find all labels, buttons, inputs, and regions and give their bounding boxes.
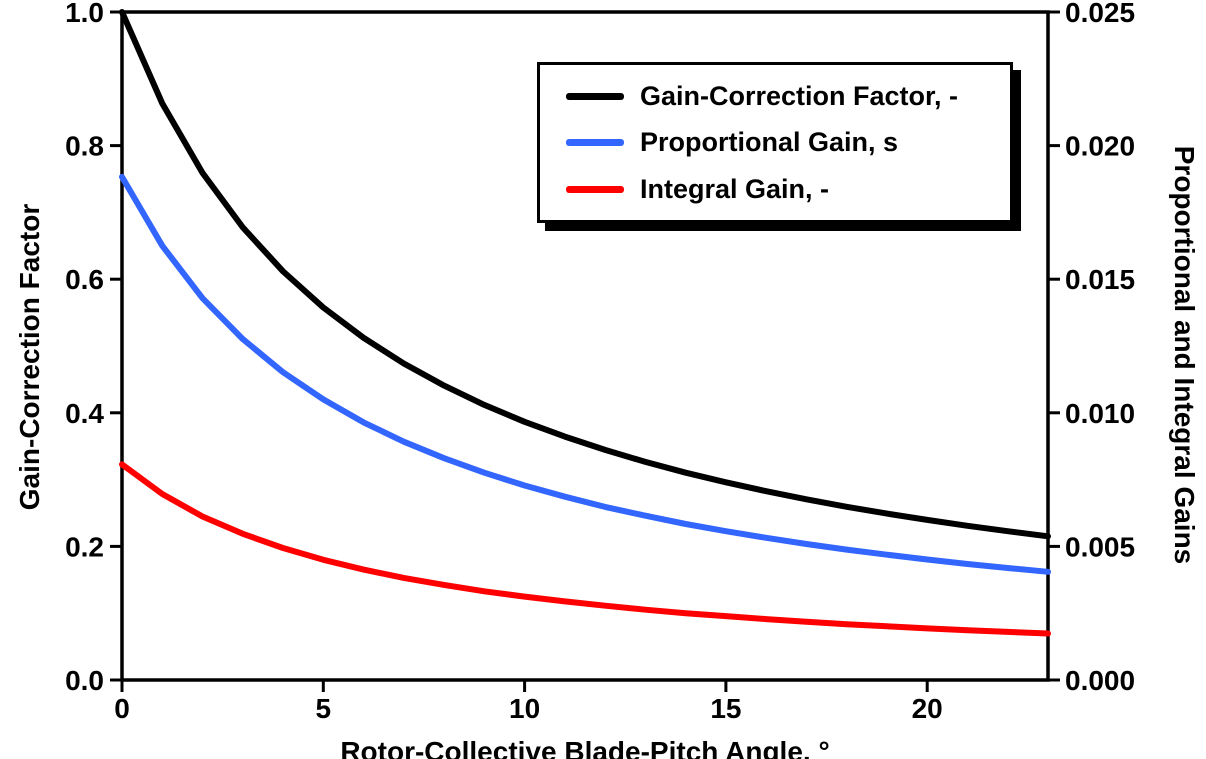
x-axis-title: Rotor-Collective Blade-Pitch Angle, ° <box>340 736 830 759</box>
plot-border <box>120 10 1050 682</box>
right-axis-tick-label: 0.000 <box>1065 665 1135 696</box>
legend-item: Gain-Correction Factor, - <box>566 81 1010 112</box>
right-axis-tick-label: 0.005 <box>1065 531 1135 562</box>
legend-label: Integral Gain, - <box>640 173 830 204</box>
x-axis-tick-label: 0 <box>114 693 130 724</box>
left-axis-tick-label: 1.0 <box>65 0 104 28</box>
legend-label: Gain-Correction Factor, - <box>640 80 959 111</box>
series-line-1 <box>119 173 1051 575</box>
series-line-2 <box>119 461 1051 637</box>
x-axis-tick-label: 5 <box>316 693 332 724</box>
left-axis-title: Gain-Correction Factor <box>14 203 45 511</box>
left-axis-tick-label: 0.6 <box>65 264 104 295</box>
legend-label: Proportional Gain, s <box>640 127 899 157</box>
legend-line-swatch-red <box>566 185 624 193</box>
series-line-0 <box>119 9 1051 540</box>
x-axis-tick-label: 15 <box>710 693 741 724</box>
legend: Gain-Correction Factor, - Proportional G… <box>537 62 1013 223</box>
left-axis-tick-label: 0.4 <box>65 398 104 429</box>
legend-item: Proportional Gain, s <box>566 127 1010 158</box>
right-axis-tick-label: 0.010 <box>1065 398 1135 429</box>
left-axis-tick-label: 0.8 <box>65 131 104 162</box>
legend-line-swatch-black <box>566 92 624 100</box>
right-axis-tick-label: 0.020 <box>1065 131 1135 162</box>
right-axis-tick-label: 0.015 <box>1065 264 1135 295</box>
legend-item: Integral Gain, - <box>566 174 1010 205</box>
x-axis-tick-label: 20 <box>912 693 943 724</box>
left-axis-tick-label: 0.0 <box>65 665 104 696</box>
left-axis-tick-label: 0.2 <box>65 531 104 562</box>
right-axis-title: Proportional and Integral Gains <box>1169 145 1200 565</box>
right-axis-tick-label: 0.025 <box>1065 0 1135 28</box>
x-axis-tick-label: 10 <box>509 693 540 724</box>
legend-line-swatch-blue <box>566 139 624 146</box>
